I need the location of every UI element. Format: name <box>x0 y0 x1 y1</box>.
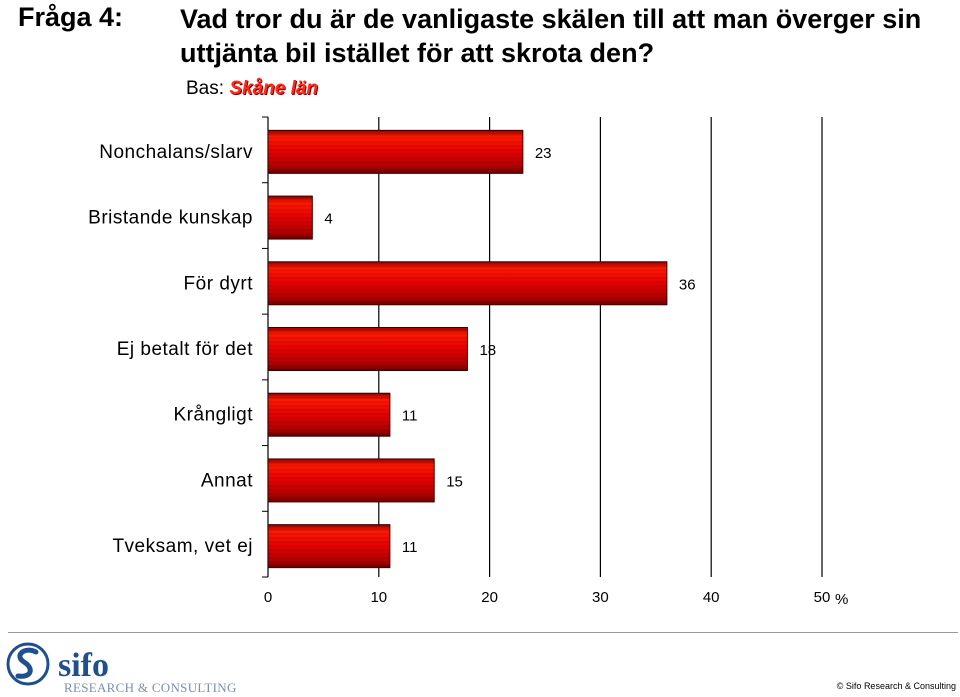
bar-chart: Nonchalans/slarv 23 Bristande kunskap 4 För … <box>88 116 848 608</box>
x-tick-label: 30 <box>592 589 609 606</box>
copyright-notice: © Sifo Research & Consulting <box>836 681 956 691</box>
value-label: 11 <box>402 408 418 425</box>
svg-text:RESEARCH & CONSULTING: RESEARCH & CONSULTING <box>64 680 237 695</box>
bar-texture <box>268 261 667 305</box>
base-value: Skåne län <box>229 78 319 99</box>
sifo-logo-icon <box>6 642 50 686</box>
value-label: 11 <box>402 539 418 556</box>
footer-divider <box>8 632 958 633</box>
bar-texture <box>268 393 390 437</box>
bar-texture <box>268 196 313 240</box>
question-number: Fråga 4: <box>18 2 124 32</box>
category-label: Krångligt <box>174 405 254 426</box>
value-label: 23 <box>535 145 552 162</box>
bar-texture <box>268 524 390 568</box>
x-tick-label: 20 <box>481 589 498 606</box>
svg-text:sifo: sifo <box>58 647 109 684</box>
base-label: Bas: <box>186 78 225 99</box>
x-tick-label: 50 <box>814 589 831 606</box>
value-label: 15 <box>446 473 463 490</box>
bar-texture <box>268 327 468 371</box>
x-tick-label: 0 <box>264 589 272 606</box>
category-label: Ej betalt för det <box>117 339 254 360</box>
bar-texture <box>268 130 523 174</box>
value-label: 4 <box>324 211 332 228</box>
base-line: Bas: Skåne län <box>186 78 318 100</box>
category-label: För dyrt <box>184 273 254 294</box>
x-tick-label: 10 <box>370 589 387 606</box>
x-unit-label: % <box>835 591 848 608</box>
sifo-logo: sifo RESEARCH & CONSULTING <box>6 642 237 695</box>
question-text: Vad tror du är de vanligaste skälen till… <box>180 4 922 68</box>
value-label: 18 <box>479 342 496 359</box>
bars <box>267 129 668 569</box>
labels: Nonchalans/slarv 23 Bristande kunskap 4 För … <box>88 142 848 608</box>
x-tick-label: 40 <box>703 589 720 606</box>
category-label: Annat <box>201 470 253 491</box>
category-label: Bristande kunskap <box>88 208 253 229</box>
value-label: 36 <box>679 276 696 293</box>
category-label: Nonchalans/slarv <box>99 142 253 163</box>
bar-texture <box>268 458 435 502</box>
category-label: Tveksam, vet ej <box>112 536 253 557</box>
